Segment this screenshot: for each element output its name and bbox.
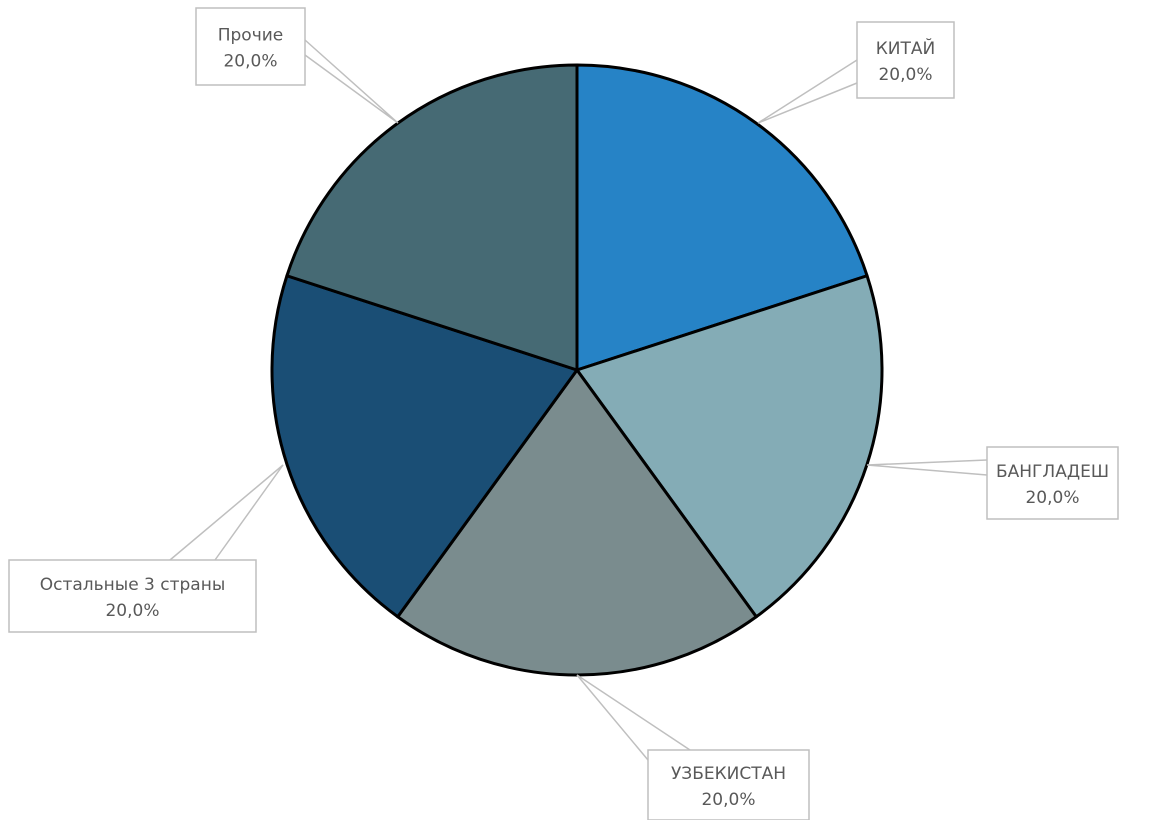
slice-category-label: КИТАЙ bbox=[876, 37, 936, 59]
slice-percent-label: 20,0% bbox=[878, 65, 932, 85]
callout-box bbox=[8, 559, 257, 633]
leader-line bbox=[169, 464, 284, 561]
slice-percent-label: 20,0% bbox=[1025, 488, 1079, 508]
data-label: БАНГЛАДЕШ 20,0% bbox=[986, 446, 1119, 520]
data-label-callouts: КИТАЙ20,0%БАНГЛАДЕШ20,0%УЗБЕКИСТАН20,0%О… bbox=[8, 7, 1119, 820]
slice-percent-label: 20,0% bbox=[105, 601, 159, 621]
pie-slice bbox=[270, 274, 579, 619]
slice-category-label: УЗБЕКИСТАН bbox=[671, 764, 786, 784]
slice-percent-label: 20,0% bbox=[701, 790, 755, 810]
leader-line bbox=[576, 674, 691, 761]
callout-box bbox=[647, 749, 810, 820]
leader-line bbox=[304, 39, 399, 124]
slice-category-label: Остальные 3 страны bbox=[40, 575, 226, 595]
data-label: Остальные 3 страны 20,0% bbox=[8, 559, 257, 633]
slice-percent-label: 20,0% bbox=[223, 52, 277, 72]
pie-slices bbox=[270, 63, 884, 677]
callout-box bbox=[195, 7, 306, 86]
pie-slice bbox=[575, 63, 869, 372]
callout-box bbox=[856, 21, 955, 99]
data-label: КИТАЙ 20,0% bbox=[856, 21, 955, 99]
leader-line bbox=[757, 59, 858, 124]
callout-box bbox=[986, 446, 1119, 520]
data-label: УЗБЕКИСТАН 20,0% bbox=[647, 749, 810, 820]
slice-category-label: БАНГЛАДЕШ bbox=[996, 462, 1109, 482]
data-label: Прочие 20,0% bbox=[195, 7, 306, 86]
slice-category-label: Прочие bbox=[218, 26, 284, 46]
leader-lines bbox=[169, 39, 988, 761]
leader-line bbox=[866, 459, 988, 476]
pie-slice bbox=[575, 274, 884, 619]
